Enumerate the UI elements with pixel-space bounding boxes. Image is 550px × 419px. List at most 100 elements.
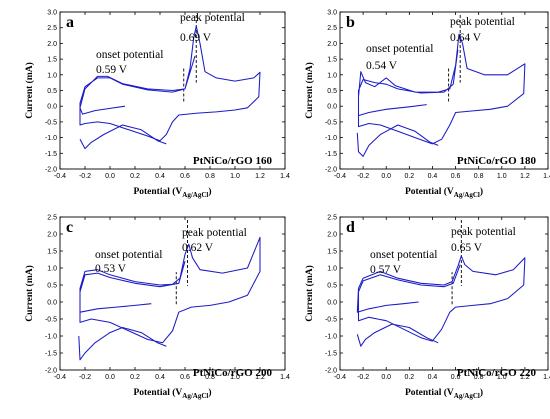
y-tick-label: -0.5 bbox=[325, 317, 337, 324]
y-tick-label: -2.0 bbox=[325, 167, 337, 174]
y-tick-label: 2.0 bbox=[327, 232, 337, 239]
y-tick-label: -0.5 bbox=[45, 317, 57, 324]
y-tick-label: 0.5 bbox=[47, 283, 57, 290]
panel-letter: b bbox=[346, 14, 355, 31]
peak-label: peak potential bbox=[182, 227, 247, 239]
x-tick-label: 0.2 bbox=[130, 374, 140, 381]
y-tick-label: 0.5 bbox=[327, 88, 337, 95]
onset-value: 0.54 V bbox=[366, 60, 398, 72]
y-tick-label: 1.5 bbox=[47, 249, 57, 256]
y-tick-label: -1.5 bbox=[325, 351, 337, 358]
x-tick-label: 0.6 bbox=[451, 374, 461, 381]
y-tick-label: 2.5 bbox=[47, 215, 57, 222]
x-tick-label: 0.4 bbox=[155, 173, 165, 180]
x-tick-label: 1.4 bbox=[280, 374, 290, 381]
cv-curve-1 bbox=[356, 255, 526, 342]
x-tick-label: 0.0 bbox=[381, 374, 391, 381]
y-tick-label: -1.0 bbox=[45, 135, 57, 142]
x-tick-label: -0.4 bbox=[334, 173, 346, 180]
x-tick-label: 1.2 bbox=[255, 173, 265, 180]
y-tick-label: 1.0 bbox=[327, 72, 337, 79]
x-tick-label: 1.4 bbox=[280, 173, 290, 180]
sample-label: PtNiCo/rGO 180 bbox=[457, 155, 537, 167]
y-tick-label: -1.5 bbox=[45, 151, 57, 158]
panel-a: -0.4 -0.2 0.0 0.2 0.4 0.6 0.8 1.0 1.2 1.4 -2.0 -1.5… bbox=[24, 10, 290, 200]
peak-value: 0.69 V bbox=[180, 32, 212, 44]
y-tick-label: -1.0 bbox=[325, 334, 337, 341]
x-tick-label: -0.2 bbox=[357, 374, 369, 381]
y-tick-label: 0.5 bbox=[327, 283, 337, 290]
x-tick-label: 0.0 bbox=[381, 173, 391, 180]
x-tick-label: 1.2 bbox=[255, 374, 265, 381]
x-tick-label: -0.4 bbox=[334, 374, 346, 381]
x-tick-label: 1.4 bbox=[543, 173, 550, 180]
y-tick-label: 2.5 bbox=[47, 25, 57, 32]
peak-value: 0.64 V bbox=[450, 32, 482, 44]
x-tick-label: 0.8 bbox=[474, 173, 484, 180]
x-tick-label: 0.2 bbox=[130, 173, 140, 180]
y-tick-label: -2.0 bbox=[45, 368, 57, 375]
x-tick-label: 0.8 bbox=[205, 374, 215, 381]
sample-label: PtNiCo/rGO 220 bbox=[457, 367, 537, 379]
x-tick-label: 1.0 bbox=[230, 374, 240, 381]
x-tick-label: 0.4 bbox=[155, 374, 165, 381]
y-axis-title: Current (mA) bbox=[304, 62, 315, 119]
x-axis-title: Potential (VAg/AgCl) bbox=[133, 186, 211, 199]
x-tick-label: 0.8 bbox=[474, 374, 484, 381]
onset-value: 0.53 V bbox=[95, 263, 127, 275]
peak-value: 0.62 V bbox=[182, 242, 214, 254]
x-tick-label: -0.2 bbox=[357, 173, 369, 180]
y-axis-title: Current (mA) bbox=[24, 62, 35, 119]
panel-b: -0.4 -0.2 0.0 0.2 0.4 0.6 0.8 1.0 1.2 1.4 -2.0 -1.5… bbox=[304, 10, 550, 200]
onset-label: onset potential bbox=[96, 49, 163, 61]
panel-c: -0.4 -0.2 0.0 0.2 0.4 0.6 0.8 1.0 1.2 1.4 -2.0 -1.5… bbox=[24, 215, 290, 401]
x-tick-label: 0.6 bbox=[180, 374, 190, 381]
y-tick-label: -1.5 bbox=[325, 151, 337, 158]
x-axis-title: Potential (VAg/AgCl) bbox=[133, 387, 211, 400]
y-tick-label: 2.5 bbox=[327, 215, 337, 222]
y-tick-label: -1.0 bbox=[45, 334, 57, 341]
x-tick-label: -0.4 bbox=[54, 374, 66, 381]
panel-d: -0.4 -0.2 0.0 0.2 0.4 0.6 0.8 1.0 1.2 1.4 -2.0 -1.5… bbox=[304, 215, 550, 401]
sample-label: PtNiCo/rGO 200 bbox=[193, 367, 273, 379]
cv-curve-2 bbox=[79, 124, 167, 150]
x-tick-label: 0.2 bbox=[404, 173, 414, 180]
y-tick-label: 2.0 bbox=[327, 41, 337, 48]
y-tick-label: 1.5 bbox=[327, 57, 337, 64]
cv-curve-1 bbox=[79, 236, 261, 344]
sample-label: PtNiCo/rGO 160 bbox=[193, 155, 273, 167]
x-tick-label: 0.0 bbox=[105, 374, 115, 381]
x-tick-label: 1.0 bbox=[230, 173, 240, 180]
onset-label: onset potential bbox=[95, 249, 162, 261]
y-tick-label: 2.5 bbox=[327, 25, 337, 32]
cv-curve-1 bbox=[357, 33, 526, 145]
onset-label: onset potential bbox=[370, 249, 437, 261]
y-tick-label: 1.5 bbox=[47, 57, 57, 64]
peak-value: 0.65 V bbox=[451, 242, 483, 254]
y-tick-label: 2.0 bbox=[47, 41, 57, 48]
y-tick-label: 3.0 bbox=[47, 10, 57, 17]
x-tick-label: 0.8 bbox=[205, 173, 215, 180]
cv-curve-2 bbox=[78, 326, 167, 361]
cv-curve-1 bbox=[79, 25, 261, 142]
y-tick-label: -2.0 bbox=[45, 167, 57, 174]
peak-label: peak potential bbox=[450, 16, 515, 28]
x-tick-label: 1.0 bbox=[497, 374, 507, 381]
x-tick-label: 0.4 bbox=[428, 374, 438, 381]
x-tick-label: -0.2 bbox=[79, 374, 91, 381]
cv-curve-2 bbox=[356, 323, 439, 347]
x-axis-title: Potential (VAg/AgCl) bbox=[405, 387, 483, 400]
cv-curve-2 bbox=[356, 124, 439, 157]
y-tick-label: -1.5 bbox=[45, 351, 57, 358]
panel-letter: a bbox=[66, 14, 74, 31]
x-tick-label: -0.4 bbox=[54, 173, 66, 180]
onset-value: 0.59 V bbox=[96, 64, 128, 76]
y-tick-label: -0.5 bbox=[45, 119, 57, 126]
y-axis-title: Current (mA) bbox=[24, 265, 35, 322]
y-tick-label: 1.0 bbox=[47, 72, 57, 79]
onset-value: 0.57 V bbox=[370, 264, 402, 276]
panel-letter: c bbox=[66, 219, 73, 236]
x-axis-title: Potential (VAg/AgCl) bbox=[405, 186, 483, 199]
y-tick-label: 1.0 bbox=[47, 266, 57, 273]
